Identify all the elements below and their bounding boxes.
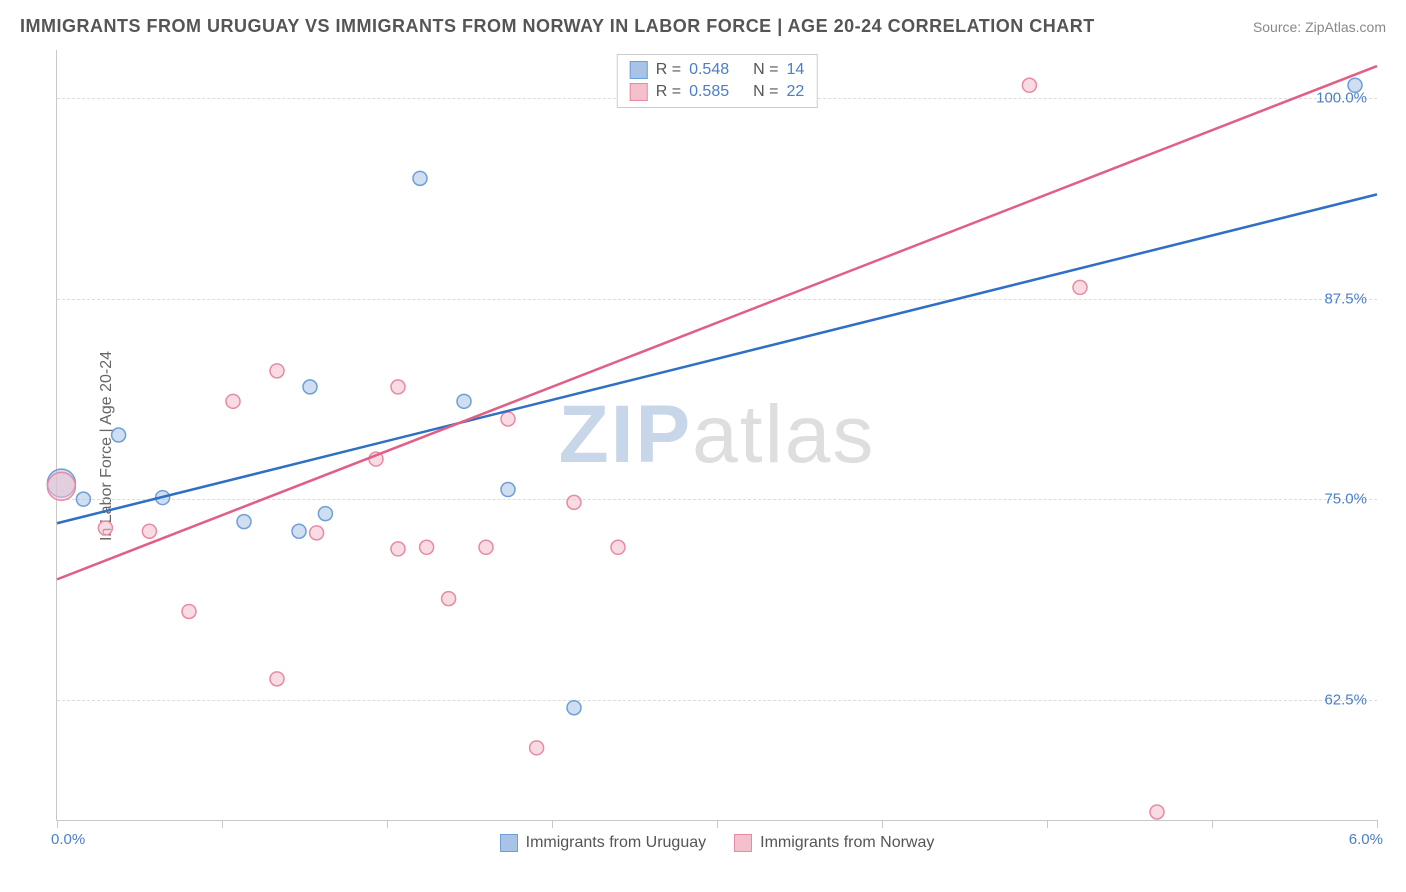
x-tick — [717, 820, 718, 828]
scatter-point-norway — [391, 380, 405, 394]
regression-line-norway — [57, 66, 1377, 579]
scatter-point-uruguay — [501, 483, 515, 497]
scatter-point-uruguay — [457, 394, 471, 408]
n-value-uruguay: 14 — [786, 59, 804, 81]
scatter-point-norway — [442, 592, 456, 606]
legend-item-uruguay: Immigrants from Uruguay — [500, 834, 707, 852]
x-tick — [882, 820, 883, 828]
source-attribution: Source: ZipAtlas.com — [1253, 19, 1386, 35]
legend-row-uruguay: R = 0.548 N = 14 — [630, 59, 805, 81]
scatter-point-uruguay — [1348, 78, 1362, 92]
scatter-point-norway — [391, 542, 405, 556]
scatter-point-norway — [567, 495, 581, 509]
scatter-point-norway — [270, 672, 284, 686]
scatter-point-norway — [226, 394, 240, 408]
x-tick — [387, 820, 388, 828]
scatter-point-norway — [142, 524, 156, 538]
scatter-point-norway — [1022, 78, 1036, 92]
scatter-point-norway — [310, 526, 324, 540]
series-name-uruguay: Immigrants from Uruguay — [526, 834, 707, 852]
scatter-point-uruguay — [303, 380, 317, 394]
r-label: R = — [656, 59, 681, 81]
swatch-uruguay-bottom — [500, 834, 518, 852]
r-value-norway: 0.585 — [689, 81, 729, 103]
scatter-point-uruguay — [112, 428, 126, 442]
swatch-norway — [630, 83, 648, 101]
scatter-point-norway — [182, 604, 196, 618]
chart-title: IMMIGRANTS FROM URUGUAY VS IMMIGRANTS FR… — [20, 16, 1095, 37]
scatter-point-norway — [530, 741, 544, 755]
scatter-point-norway — [270, 364, 284, 378]
chart-svg — [57, 50, 1377, 820]
scatter-point-uruguay — [318, 507, 332, 521]
swatch-uruguay — [630, 61, 648, 79]
scatter-point-uruguay — [292, 524, 306, 538]
x-tick — [1377, 820, 1378, 828]
scatter-point-uruguay — [237, 515, 251, 529]
chart-header: IMMIGRANTS FROM URUGUAY VS IMMIGRANTS FR… — [20, 16, 1386, 37]
series-legend: Immigrants from Uruguay Immigrants from … — [57, 834, 1377, 852]
legend-item-norway: Immigrants from Norway — [734, 834, 934, 852]
x-tick — [1047, 820, 1048, 828]
series-name-norway: Immigrants from Norway — [760, 834, 934, 852]
scatter-point-norway — [479, 540, 493, 554]
r-value-uruguay: 0.548 — [689, 59, 729, 81]
scatter-point-norway — [1150, 805, 1164, 819]
scatter-point-norway — [501, 412, 515, 426]
scatter-point-uruguay — [413, 171, 427, 185]
scatter-point-norway — [98, 521, 112, 535]
x-tick — [552, 820, 553, 828]
scatter-point-norway — [611, 540, 625, 554]
legend-row-norway: R = 0.585 N = 22 — [630, 81, 805, 103]
scatter-point-norway — [47, 472, 75, 500]
n-label: N = — [753, 81, 778, 103]
correlation-legend: R = 0.548 N = 14 R = 0.585 N = 22 — [617, 54, 818, 108]
n-label: N = — [753, 59, 778, 81]
x-tick — [1212, 820, 1213, 828]
r-label: R = — [656, 81, 681, 103]
n-value-norway: 22 — [786, 81, 804, 103]
plot-area: ZIPatlas 62.5%75.0%87.5%100.0% R = 0.548… — [56, 50, 1377, 821]
swatch-norway-bottom — [734, 834, 752, 852]
scatter-point-uruguay — [567, 701, 581, 715]
regression-line-uruguay — [57, 194, 1377, 523]
scatter-point-norway — [420, 540, 434, 554]
scatter-point-uruguay — [76, 492, 90, 506]
scatter-point-norway — [1073, 280, 1087, 294]
x-tick — [222, 820, 223, 828]
x-tick — [57, 820, 58, 828]
